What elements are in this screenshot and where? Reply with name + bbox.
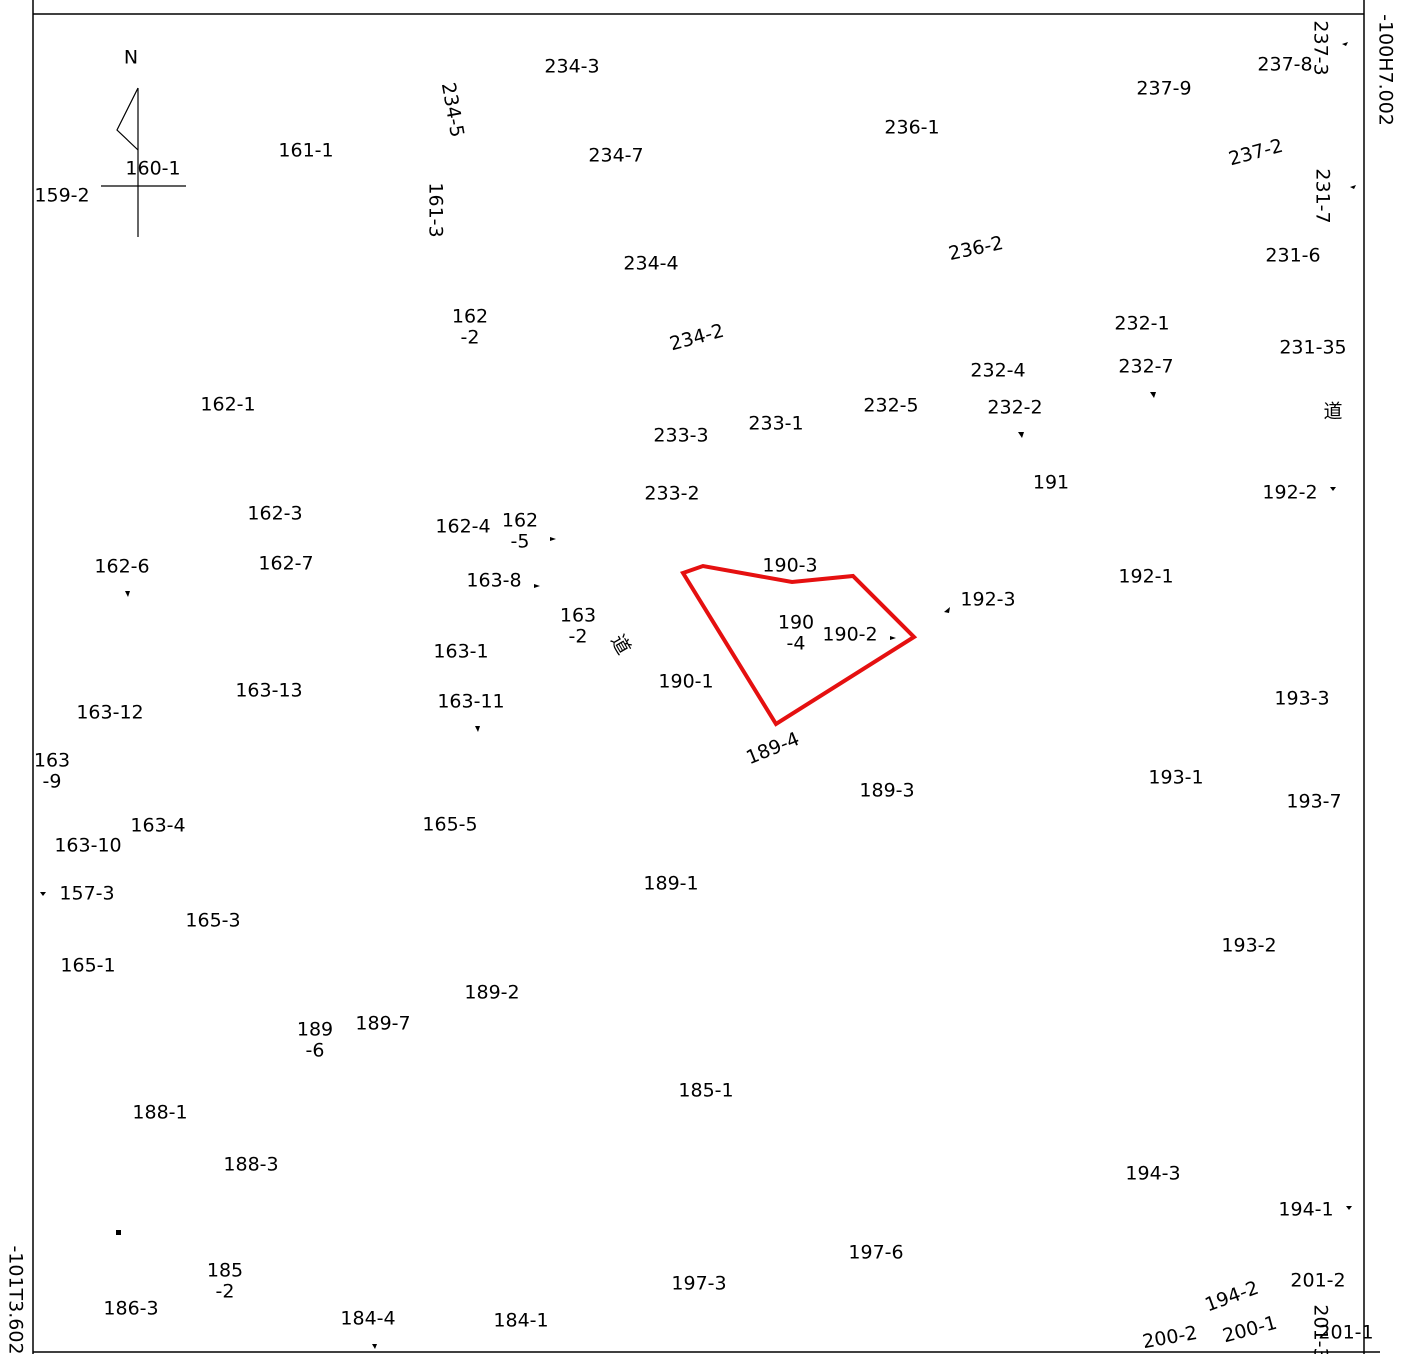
parcel-label: 163 (34, 750, 70, 772)
parcel-label: 163-11 (437, 691, 504, 713)
parcel-label: 237-3 (1310, 20, 1332, 75)
parcel-label: 232-4 (970, 360, 1025, 382)
parcel-label: 234-7 (588, 145, 643, 167)
parcel-label: 184-4 (340, 1308, 395, 1330)
parcel-label: 192-3 (960, 589, 1015, 611)
parcel-label: 197-6 (848, 1242, 903, 1264)
parcel-label: 232-7 (1118, 356, 1173, 378)
parcel-label: -101T3.602 (5, 1245, 27, 1354)
parcel-label: 163-1 (433, 641, 488, 663)
parcel-label: 163 (560, 605, 596, 627)
parcel-label: 184-1 (493, 1310, 548, 1332)
parcel-label: 163-8 (466, 570, 521, 592)
parcel-label: 163-10 (54, 835, 121, 857)
parcel-label: 165-1 (60, 955, 115, 977)
parcel-label: 165-5 (422, 814, 477, 836)
parcel-label: 162 (452, 306, 488, 328)
parcel-outline (679, 563, 918, 727)
parcel-label: 231-7 (1312, 168, 1334, 223)
parcel-label: 160-1 (125, 158, 180, 180)
parcel-label: 232-5 (863, 395, 918, 417)
parcel-label: 192-2 (1262, 482, 1317, 504)
parcel-label: 232-1 (1114, 313, 1169, 335)
parcel-label: -2 (461, 327, 480, 349)
parcel-label: -2 (216, 1281, 235, 1303)
parcel-label: 162-3 (247, 503, 302, 525)
parcel-label: 231-35 (1279, 337, 1346, 359)
parcel-label: 189 (297, 1019, 333, 1041)
parcel-label: 190-1 (658, 671, 713, 693)
parcel-label: 193-2 (1221, 935, 1276, 957)
parcel-label: 190 (778, 612, 814, 634)
parcel-label: 201-3 (1310, 1304, 1332, 1354)
parcel-label: 193-7 (1286, 791, 1341, 813)
parcel-label: 道 (1323, 401, 1342, 423)
parcel-label: -4 (787, 633, 806, 655)
parcel-label: 194-3 (1125, 1163, 1180, 1185)
parcel-label: 237-8 (1257, 54, 1312, 76)
parcel-label: 233-3 (653, 425, 708, 447)
parcel-label: 189-1 (643, 873, 698, 895)
parcel-label: 188-1 (132, 1102, 187, 1124)
parcel-label: 237-9 (1136, 78, 1191, 100)
parcel-label: 159-2 (34, 185, 89, 207)
parcel-label: 189-2 (464, 982, 519, 1004)
north-arrow (101, 87, 186, 237)
parcel-label: 191 (1033, 472, 1069, 494)
parcel-label: 201-1 (1318, 1322, 1373, 1344)
parcel-label: 234-4 (623, 253, 678, 275)
parcel-label: 231-6 (1265, 245, 1320, 267)
parcel-label: 233-2 (644, 483, 699, 505)
parcel-label: 165-3 (185, 910, 240, 932)
parcel-label: 233-1 (748, 413, 803, 435)
parcel-label: 234-3 (544, 56, 599, 78)
parcel-label: -9 (43, 771, 62, 793)
parcel-label: 192-1 (1118, 566, 1173, 588)
parcel-label: -6 (306, 1040, 325, 1062)
parcel-label: 162 (502, 510, 538, 532)
parcel-label: 161-3 (425, 182, 447, 237)
parcel-label: 162-1 (200, 394, 255, 416)
parcel-label: 162-7 (258, 553, 313, 575)
parcel-label: 162-4 (435, 516, 490, 538)
parcel-label: 188-3 (223, 1154, 278, 1176)
parcel-label: -2 (569, 626, 588, 648)
parcel-label: 161-1 (278, 140, 333, 162)
parcel-label: N (124, 47, 138, 69)
parcel-label: 232-2 (987, 397, 1042, 419)
parcel-label: 189-3 (859, 780, 914, 802)
parcel-label: -5 (511, 531, 530, 553)
parcel-label: 189-7 (355, 1013, 410, 1035)
parcel-label: 162-6 (94, 556, 149, 578)
parcel-label: 163-12 (76, 702, 143, 724)
parcel-label: 190-2 (822, 624, 877, 646)
parcel-label: 201-2 (1290, 1270, 1345, 1292)
parcel-label: 197-3 (671, 1273, 726, 1295)
parcel-label: 194-1 (1278, 1199, 1333, 1221)
parcel-label: 186-3 (103, 1298, 158, 1320)
parcel-label: 185-1 (678, 1080, 733, 1102)
parcel-label: 157-3 (59, 883, 114, 905)
parcel-label: 163-13 (235, 680, 302, 702)
small-marks (40, 42, 1356, 1349)
parcel-label: -100H7.002 (1375, 14, 1397, 126)
parcel-label: 193-1 (1148, 767, 1203, 789)
parcel-label: 190-3 (762, 555, 817, 577)
parcel-label: 163-4 (130, 815, 185, 837)
parcel-label: 193-3 (1274, 688, 1329, 710)
parcel-label: 185 (207, 1260, 243, 1282)
parcel-label: 236-1 (884, 117, 939, 139)
